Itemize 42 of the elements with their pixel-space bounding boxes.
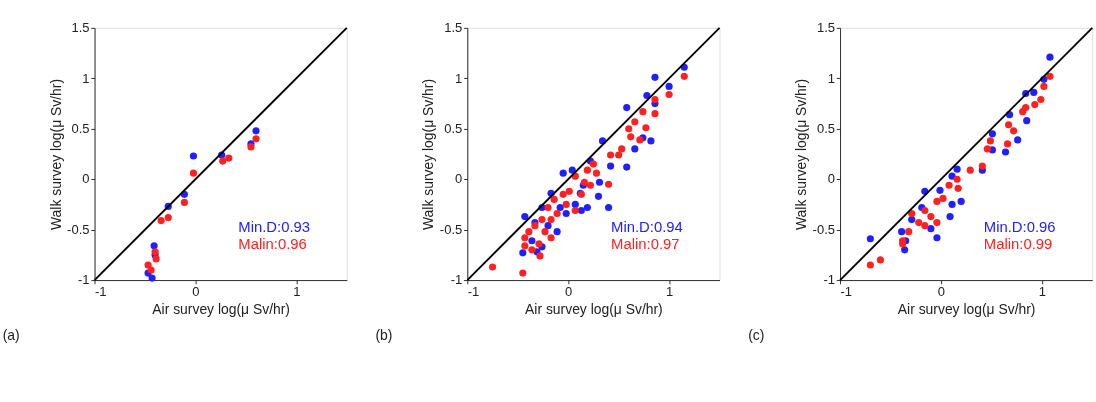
x-axis-title: Air survey log(μ Sv/hr): [152, 300, 290, 317]
y-tick-label: 0.5: [444, 120, 463, 136]
y-tick-label: 1.5: [444, 20, 463, 36]
annotation: Min.D:0.94: [611, 218, 683, 235]
x-tick-label: -1: [840, 284, 853, 300]
x-tick-label: 0: [192, 284, 200, 300]
x-tick-label: -1: [467, 284, 480, 300]
x-tick-label: -1: [95, 284, 107, 300]
x-tick-label: 0: [937, 284, 946, 300]
x-tick-label: 1: [293, 284, 301, 300]
y-tick-label: 1: [827, 70, 835, 86]
annotation: Malin:0.96: [238, 236, 307, 253]
y-tick-label: -0.5: [439, 221, 463, 237]
y-tick-label: 1.5: [816, 20, 835, 36]
y-axis-title: Walk survey log(μ Sv/hr): [47, 78, 64, 230]
y-tick-label: 1: [82, 70, 90, 86]
text: (b): [375, 327, 393, 344]
y-tick-label: 0.5: [71, 120, 90, 136]
text: (a): [2, 327, 20, 344]
y-tick-label: 0.5: [816, 120, 835, 136]
x-tick-label: 1: [665, 284, 674, 300]
y-tick-label: 0: [455, 171, 463, 187]
y-tick-label: -0.5: [812, 221, 835, 237]
y-tick-label: -1: [450, 272, 463, 288]
x-tick-label: 1: [1038, 284, 1046, 300]
annotation: Min.D:0.96: [983, 218, 1056, 235]
y-tick-label: 0: [827, 171, 835, 187]
annotation: Min.D:0.93: [238, 218, 311, 235]
x-axis-title: Air survey log(μ Sv/hr): [525, 300, 663, 317]
y-tick-label: -0.5: [67, 221, 90, 237]
y-axis-title: Walk survey log(μ Sv/hr): [420, 78, 437, 230]
y-tick-label: 0: [82, 171, 90, 187]
y-tick-label: -1: [77, 272, 90, 288]
annotation: Malin:0.99: [983, 236, 1053, 253]
y-axis-title: Walk survey log(μ Sv/hr): [793, 78, 810, 230]
text: (c): [748, 327, 765, 344]
x-axis-title: Air survey log(μ Sv/hr): [897, 300, 1036, 317]
y-tick-label: -1: [823, 272, 835, 288]
y-tick-label: 1: [455, 70, 463, 86]
y-tick-label: 1.5: [71, 20, 90, 36]
x-tick-label: 0: [565, 284, 573, 300]
annotation: Malin:0.97: [611, 236, 680, 253]
